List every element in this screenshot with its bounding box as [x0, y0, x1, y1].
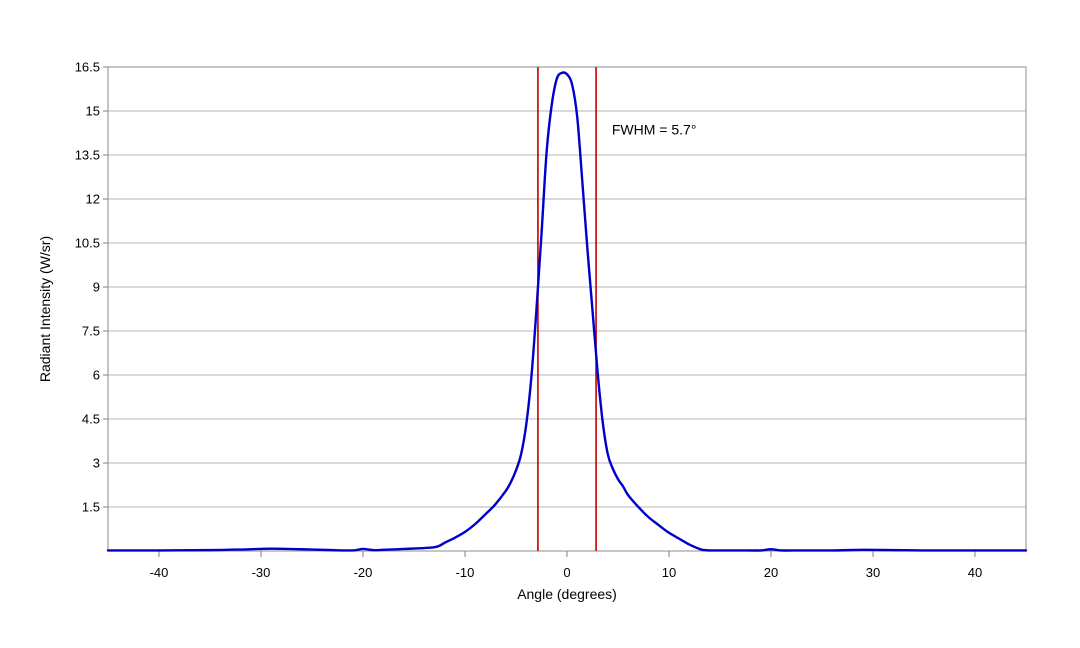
- y-axis-title: Radiant Intensity (W/sr): [37, 236, 53, 382]
- series-layer: [106, 71, 1028, 552]
- fwhm-annotation: FWHM = 5.7°: [612, 121, 697, 137]
- y-axis-ticks: 1.5 3 4.5 6 7.5 9 10.5 12 13.5 15 16.5: [75, 60, 108, 515]
- x-tick-label: 0: [563, 565, 570, 580]
- x-tick-label: 30: [866, 565, 880, 580]
- y-tick-label: 16.5: [75, 60, 100, 75]
- y-tick-label: 1.5: [82, 500, 100, 515]
- x-tick-label: -10: [456, 565, 475, 580]
- x-tick-label: 10: [662, 565, 676, 580]
- x-tick-label: -30: [252, 565, 271, 580]
- plot-area-background: [108, 67, 1026, 551]
- x-tick-label: -20: [354, 565, 373, 580]
- y-tick-label: 9: [93, 280, 100, 295]
- fwhm-lines: [537, 67, 597, 551]
- y-tick-label: 15: [86, 104, 100, 119]
- intensity-series-line: [106, 71, 1028, 552]
- x-tick-label: 40: [968, 565, 982, 580]
- y-tick-label: 6: [93, 368, 100, 383]
- y-tick-label: 12: [86, 192, 100, 207]
- annotations: FWHM = 5.7°: [612, 121, 697, 137]
- y-tick-label: 13.5: [75, 148, 100, 163]
- x-axis-title: Angle (degrees): [517, 586, 617, 602]
- x-tick-label: 20: [764, 565, 778, 580]
- x-axis-ticks: -40 -30 -20 -10 0 10 20 30 40: [150, 551, 982, 580]
- y-tick-label: 10.5: [75, 236, 100, 251]
- y-tick-label: 3: [93, 456, 100, 471]
- x-tick-label: -40: [150, 565, 169, 580]
- y-tick-label: 7.5: [82, 324, 100, 339]
- y-tick-label: 4.5: [82, 412, 100, 427]
